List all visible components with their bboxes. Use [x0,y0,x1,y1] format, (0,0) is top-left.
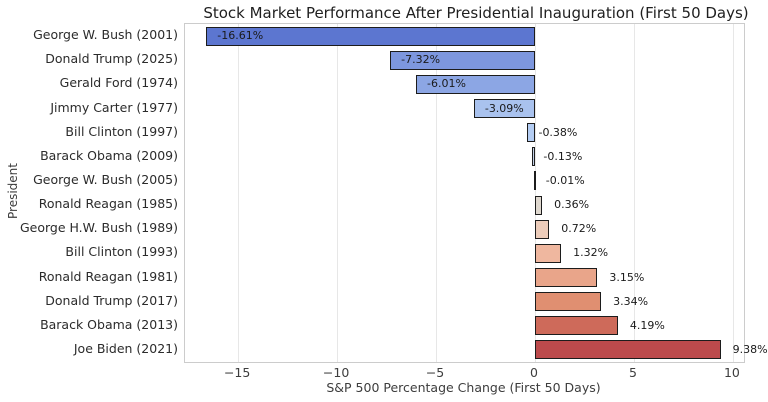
category-label: Jimmy Carter (1977) [50,99,178,115]
category-label: George H.W. Bush (1989) [19,220,178,236]
bar [390,50,535,70]
gridline [633,24,635,362]
category-label: Gerald Ford (1974) [59,75,178,91]
bar-value-label: 3.15% [609,270,645,284]
category-label: Ronald Reagan (1981) [38,268,178,284]
category-label: George W. Bush (2005) [33,171,178,187]
bar [534,171,536,191]
bar-value-label: 9.38% [732,342,768,356]
bar [206,26,535,46]
x-tick-label: 0 [530,365,538,380]
x-tick-label: −5 [425,365,445,380]
x-tick-label: 5 [628,365,637,380]
x-axis-label: S&P 500 Percentage Change (First 50 Days… [326,380,601,395]
category-label: George W. Bush (2001) [33,27,178,43]
chart-title: Stock Market Performance After President… [203,4,749,22]
bar [535,219,550,239]
category-label: Donald Trump (2017) [45,292,178,308]
bar-value-label: 0.72% [561,222,597,236]
bar-value-label: -0.01% [545,173,585,187]
x-tick-label: −10 [322,365,350,380]
bar-value-label: -7.32% [401,53,441,67]
bar-value-label: -0.38% [538,125,578,139]
bar [535,316,618,336]
gridline [436,24,438,362]
bar-value-label: 0.36% [554,198,590,212]
category-label: Barack Obama (2009) [40,147,178,163]
bar-value-label: 1.32% [573,246,609,260]
bar [535,340,721,360]
bar [535,292,602,312]
bar-value-label: -16.61% [217,29,264,43]
category-label: Donald Trump (2025) [45,51,178,67]
x-tick-label: −15 [223,365,251,380]
bar-value-label: -6.01% [427,77,466,91]
bar [416,74,535,94]
bar [535,268,598,287]
bar-value-label: 4.19% [629,318,665,332]
bar-value-label: -3.09% [484,101,524,115]
gridline [535,24,536,362]
category-label: Bill Clinton (1997) [65,123,178,139]
category-label: Barack Obama (2013) [40,316,178,332]
category-label: Ronald Reagan (1985) [38,196,178,212]
bar [535,195,543,215]
plot-area: -16.61% -7.32% -6.01% -3.09% -0.38% -0.13% -0.… [184,23,768,363]
gridline [337,24,339,362]
bar [535,243,562,263]
category-label: Joe Biden (2021) [73,340,178,356]
bar [527,123,535,143]
bar-value-label: 3.34% [613,294,649,308]
gridline [238,24,240,362]
gridline [732,24,734,362]
y-axis-label: President [6,163,20,219]
x-tick-label: 10 [723,365,740,380]
bar-value-label: -0.13% [543,149,583,163]
category-label: Bill Clinton (1993) [65,244,178,260]
bar [532,147,535,167]
bar [473,99,535,118]
